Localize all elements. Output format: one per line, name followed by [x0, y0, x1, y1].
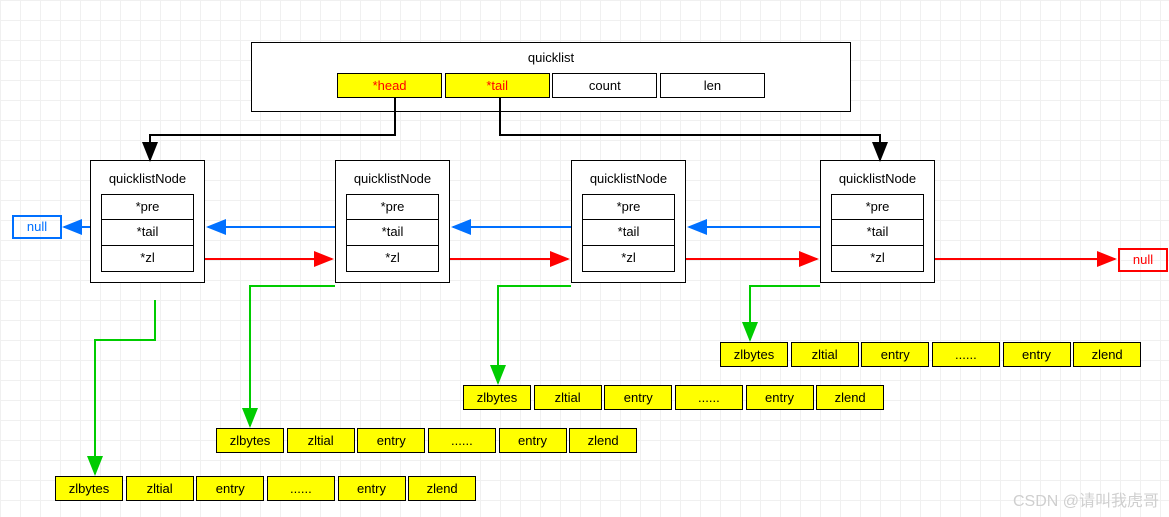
- zl-zlend: zlend: [1073, 342, 1141, 367]
- ziplist-1: zlbytes zltial entry ...... entry zlend: [55, 476, 476, 501]
- quicklist-node-2: quicklistNode *pre *tail *zl: [335, 160, 450, 283]
- node-field-pre: *pre: [101, 194, 194, 220]
- zl-dots: ......: [675, 385, 743, 410]
- arrow-zl-4: [750, 286, 820, 340]
- zl-zlend: zlend: [816, 385, 884, 410]
- field-len: len: [660, 73, 765, 98]
- node-field-tail: *tail: [101, 220, 194, 246]
- arrow-zl-1: [95, 300, 155, 474]
- zl-zlbytes: zlbytes: [216, 428, 284, 453]
- watermark: CSDN @请叫我虎哥: [1013, 487, 1159, 511]
- arrow-zl-2: [250, 286, 335, 426]
- node-field-tail: *tail: [346, 220, 439, 246]
- field-head: *head: [337, 73, 442, 98]
- zl-zlbytes: zlbytes: [55, 476, 123, 501]
- zl-entry: entry: [861, 342, 929, 367]
- node-field-pre: *pre: [831, 194, 924, 220]
- null-left: null: [12, 215, 62, 239]
- zl-zlend: zlend: [569, 428, 637, 453]
- zl-zlbytes: zlbytes: [720, 342, 788, 367]
- node-title: quicklistNode: [101, 171, 194, 186]
- node-title: quicklistNode: [831, 171, 924, 186]
- zl-zlbytes: zlbytes: [463, 385, 531, 410]
- zl-zltial: zltial: [126, 476, 194, 501]
- zl-entry: entry: [196, 476, 264, 501]
- null-right: null: [1118, 248, 1168, 272]
- quicklist-struct: quicklist *head *tail count len: [251, 42, 851, 112]
- zl-dots: ......: [267, 476, 335, 501]
- quicklist-node-1: quicklistNode *pre *tail *zl: [90, 160, 205, 283]
- zl-entry: entry: [604, 385, 672, 410]
- node-field-pre: *pre: [582, 194, 675, 220]
- zl-entry: entry: [357, 428, 425, 453]
- node-field-tail: *tail: [582, 220, 675, 246]
- field-count: count: [552, 73, 657, 98]
- ziplist-3: zlbytes zltial entry ...... entry zlend: [463, 385, 884, 410]
- node-field-pre: *pre: [346, 194, 439, 220]
- quicklist-title: quicklist: [252, 43, 850, 73]
- node-title: quicklistNode: [346, 171, 439, 186]
- node-field-zl: *zl: [831, 246, 924, 272]
- arrow-zl-3: [498, 286, 571, 383]
- quicklist-node-4: quicklistNode *pre *tail *zl: [820, 160, 935, 283]
- zl-entry2: entry: [338, 476, 406, 501]
- ziplist-2: zlbytes zltial entry ...... entry zlend: [216, 428, 637, 453]
- zl-entry2: entry: [499, 428, 567, 453]
- zl-entry2: entry: [746, 385, 814, 410]
- node-field-tail: *tail: [831, 220, 924, 246]
- zl-zltial: zltial: [534, 385, 602, 410]
- quicklist-node-3: quicklistNode *pre *tail *zl: [571, 160, 686, 283]
- node-field-zl: *zl: [101, 246, 194, 272]
- node-field-zl: *zl: [346, 246, 439, 272]
- zl-zltial: zltial: [287, 428, 355, 453]
- zl-dots: ......: [428, 428, 496, 453]
- node-field-zl: *zl: [582, 246, 675, 272]
- zl-dots: ......: [932, 342, 1000, 367]
- node-title: quicklistNode: [582, 171, 675, 186]
- zl-zlend: zlend: [408, 476, 476, 501]
- zl-entry2: entry: [1003, 342, 1071, 367]
- ziplist-4: zlbytes zltial entry ...... entry zlend: [720, 342, 1141, 367]
- zl-zltial: zltial: [791, 342, 859, 367]
- field-tail: *tail: [445, 73, 550, 98]
